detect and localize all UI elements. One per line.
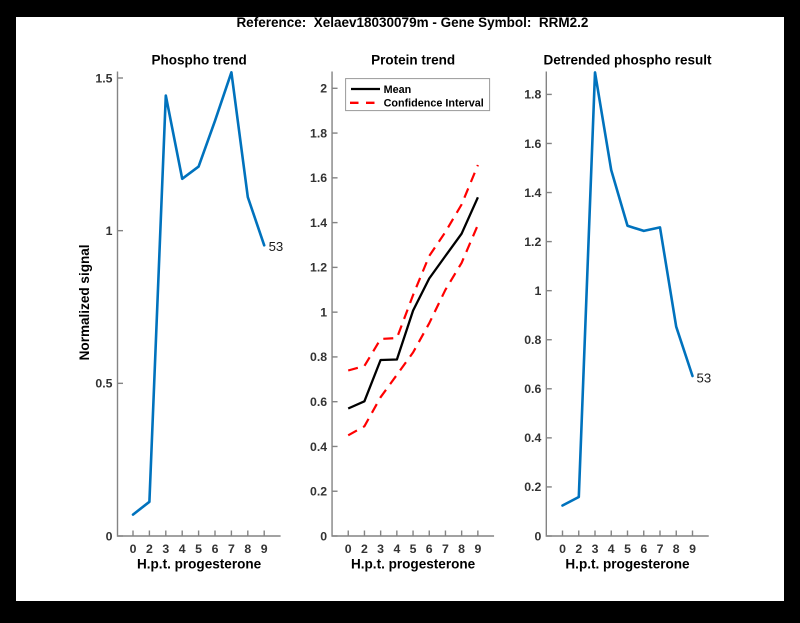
svg-text:1.2: 1.2: [524, 235, 541, 249]
svg-text:Mean: Mean: [384, 84, 412, 96]
svg-text:Protein trend: Protein trend: [371, 53, 455, 68]
svg-text:8: 8: [458, 542, 465, 556]
svg-text:0.5: 0.5: [95, 377, 112, 391]
svg-text:0.6: 0.6: [310, 395, 327, 409]
svg-text:Confidence Interval: Confidence Interval: [384, 98, 484, 110]
svg-text:0.2: 0.2: [524, 480, 541, 494]
svg-text:2: 2: [361, 542, 368, 556]
svg-text:53: 53: [697, 371, 712, 386]
svg-text:2: 2: [320, 82, 327, 96]
svg-text:5: 5: [410, 542, 417, 556]
svg-text:5: 5: [624, 542, 631, 556]
svg-text:0.8: 0.8: [524, 333, 541, 347]
svg-text:6: 6: [212, 542, 219, 556]
svg-text:0.4: 0.4: [310, 440, 327, 454]
svg-text:1.4: 1.4: [524, 186, 541, 200]
svg-text:8: 8: [673, 542, 680, 556]
svg-text:0.4: 0.4: [524, 431, 541, 445]
svg-text:H.p.t. progesterone: H.p.t. progesterone: [351, 557, 476, 572]
svg-text:1.8: 1.8: [310, 126, 327, 140]
svg-text:0.2: 0.2: [310, 485, 327, 499]
svg-text:4: 4: [393, 542, 400, 556]
svg-text:H.p.t. progesterone: H.p.t. progesterone: [565, 557, 690, 572]
svg-text:4: 4: [179, 542, 186, 556]
svg-text:H.p.t. progesterone: H.p.t. progesterone: [137, 557, 262, 572]
svg-text:7: 7: [442, 542, 449, 556]
svg-text:1.8: 1.8: [524, 88, 541, 102]
svg-text:0.6: 0.6: [524, 382, 541, 396]
svg-text:1: 1: [106, 224, 113, 238]
svg-text:1: 1: [534, 284, 541, 298]
svg-text:Detrended phospho result: Detrended phospho result: [543, 53, 712, 68]
svg-text:2: 2: [146, 542, 153, 556]
svg-text:3: 3: [377, 542, 384, 556]
svg-text:8: 8: [244, 542, 251, 556]
svg-text:Reference: Xelaev18030079m -: Reference: Xelaev18030079m - Gene Symbol…: [236, 15, 588, 30]
svg-text:9: 9: [261, 542, 268, 556]
svg-text:1.2: 1.2: [310, 261, 327, 275]
svg-text:1: 1: [320, 305, 327, 319]
svg-text:9: 9: [689, 542, 696, 556]
svg-text:6: 6: [426, 542, 433, 556]
svg-text:1.6: 1.6: [310, 171, 327, 185]
svg-text:1.6: 1.6: [524, 137, 541, 151]
svg-text:Normalized signal: Normalized signal: [77, 244, 92, 360]
svg-text:0.8: 0.8: [310, 350, 327, 364]
svg-text:0: 0: [559, 542, 566, 556]
svg-text:0: 0: [106, 529, 113, 543]
svg-text:0: 0: [345, 542, 352, 556]
svg-text:7: 7: [657, 542, 664, 556]
svg-text:0: 0: [320, 529, 327, 543]
svg-text:Phospho trend: Phospho trend: [151, 53, 246, 68]
svg-text:6: 6: [640, 542, 647, 556]
svg-text:7: 7: [228, 542, 235, 556]
svg-text:1.4: 1.4: [310, 216, 327, 230]
svg-text:4: 4: [608, 542, 615, 556]
svg-text:1.5: 1.5: [95, 71, 112, 85]
svg-text:53: 53: [269, 239, 284, 254]
svg-text:3: 3: [592, 542, 599, 556]
svg-text:3: 3: [162, 542, 169, 556]
svg-text:0: 0: [534, 529, 541, 543]
svg-text:2: 2: [575, 542, 582, 556]
svg-text:9: 9: [474, 542, 481, 556]
svg-text:5: 5: [195, 542, 202, 556]
svg-text:0: 0: [130, 542, 137, 556]
